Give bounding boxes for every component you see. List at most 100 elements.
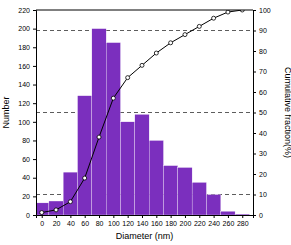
tick-mark — [33, 47, 36, 48]
tick-label: 60 — [81, 220, 89, 227]
tick-label: 180 — [165, 220, 177, 227]
tick: 60 — [22, 156, 36, 163]
bar — [106, 43, 120, 215]
tick-label: 90 — [259, 27, 267, 34]
bar — [221, 211, 235, 215]
tick: 100 — [253, 7, 271, 14]
tick: 200 — [18, 25, 36, 32]
tick: 40 — [253, 130, 267, 137]
tick: 20 — [22, 193, 36, 200]
tick-mark — [128, 215, 129, 218]
marker — [154, 51, 158, 55]
tick-mark — [242, 215, 243, 218]
tick-mark — [253, 92, 256, 93]
tick-label: 30 — [259, 150, 267, 157]
tick-mark — [70, 215, 71, 218]
axis-line — [254, 11, 257, 216]
marker — [226, 10, 230, 14]
bar — [78, 96, 92, 215]
x-axis: 020406080100120140160180200220240260280 — [37, 215, 254, 227]
marker — [111, 96, 115, 100]
tick: 60 — [81, 215, 89, 227]
y-axis: 020406080100120140160180200220 — [18, 7, 36, 219]
tick: 80 — [96, 215, 104, 227]
tick-label: 80 — [96, 220, 104, 227]
tick-label: 140 — [137, 220, 149, 227]
tick-label: 120 — [122, 220, 134, 227]
tick-label: 50 — [259, 109, 267, 116]
y-axis-title: Number — [1, 96, 11, 128]
tick-mark — [33, 66, 36, 67]
marker — [212, 16, 216, 20]
tick: 0 — [40, 215, 44, 227]
tick-mark — [42, 215, 43, 218]
tick-label: 20 — [22, 193, 30, 200]
tick-label: 100 — [108, 220, 120, 227]
tick: 280 — [237, 215, 249, 227]
tick-mark — [33, 29, 36, 30]
tick-mark — [33, 85, 36, 86]
tick: 10 — [253, 191, 267, 198]
tick: 180 — [18, 44, 36, 51]
tick-label: 40 — [67, 220, 75, 227]
tick: 260 — [223, 215, 235, 227]
tick: 0 — [253, 212, 263, 219]
tick: 220 — [18, 7, 36, 14]
tick-label: 260 — [223, 220, 235, 227]
marker — [197, 24, 201, 28]
tick-mark — [253, 215, 256, 216]
tick-mark — [99, 215, 100, 218]
tick-mark — [253, 113, 256, 114]
tick-label: 40 — [22, 174, 30, 181]
tick: 120 — [122, 215, 134, 227]
tick: 60 — [253, 89, 267, 96]
tick: 20 — [253, 171, 267, 178]
tick-mark — [253, 72, 256, 73]
tick: 80 — [253, 48, 267, 55]
tick-mark — [228, 215, 229, 218]
tick-label: 20 — [53, 220, 61, 227]
plot: 0204060801001201401601802002202402602800… — [18, 7, 270, 227]
bar — [36, 203, 49, 215]
tick-label: 200 — [180, 220, 192, 227]
tick-mark — [253, 31, 256, 32]
tick-label: 10 — [259, 191, 267, 198]
tick-label: 40 — [259, 130, 267, 137]
tick: 200 — [180, 215, 192, 227]
tick-label: 0 — [259, 212, 263, 219]
tick-mark — [253, 174, 256, 175]
tick: 140 — [137, 215, 149, 227]
marker — [97, 135, 101, 139]
tick-label: 100 — [18, 119, 30, 126]
tick-mark — [33, 215, 36, 216]
tick-mark — [142, 215, 143, 218]
tick: 160 — [151, 215, 163, 227]
tick-label: 80 — [22, 137, 30, 144]
marker — [140, 63, 144, 67]
tick-mark — [113, 215, 114, 218]
tick-mark — [214, 215, 215, 218]
line — [42, 10, 243, 213]
bar — [92, 29, 106, 215]
tick-mark — [33, 122, 36, 123]
bar — [192, 182, 206, 215]
tick-label: 160 — [18, 63, 30, 70]
reference-line — [36, 112, 253, 113]
tick-label: 0 — [26, 212, 30, 219]
tick-mark — [253, 154, 256, 155]
tick-mark — [253, 51, 256, 52]
tick-label: 180 — [18, 44, 30, 51]
tick-mark — [171, 215, 172, 218]
tick-mark — [85, 215, 86, 218]
tick-mark — [253, 195, 256, 196]
tick-label: 280 — [237, 220, 249, 227]
tick-mark — [33, 10, 36, 11]
y2-axis: 0102030405060708090100 — [253, 7, 271, 219]
chart: 0204060801001201401601802002202402602800… — [0, 0, 291, 245]
y2-axis-title: Cumulative fraction(%) — [283, 67, 291, 158]
tick-label: 200 — [18, 25, 30, 32]
reference-line — [36, 30, 253, 31]
tick-mark — [199, 215, 200, 218]
tick: 100 — [18, 119, 36, 126]
tick-label: 0 — [40, 220, 44, 227]
